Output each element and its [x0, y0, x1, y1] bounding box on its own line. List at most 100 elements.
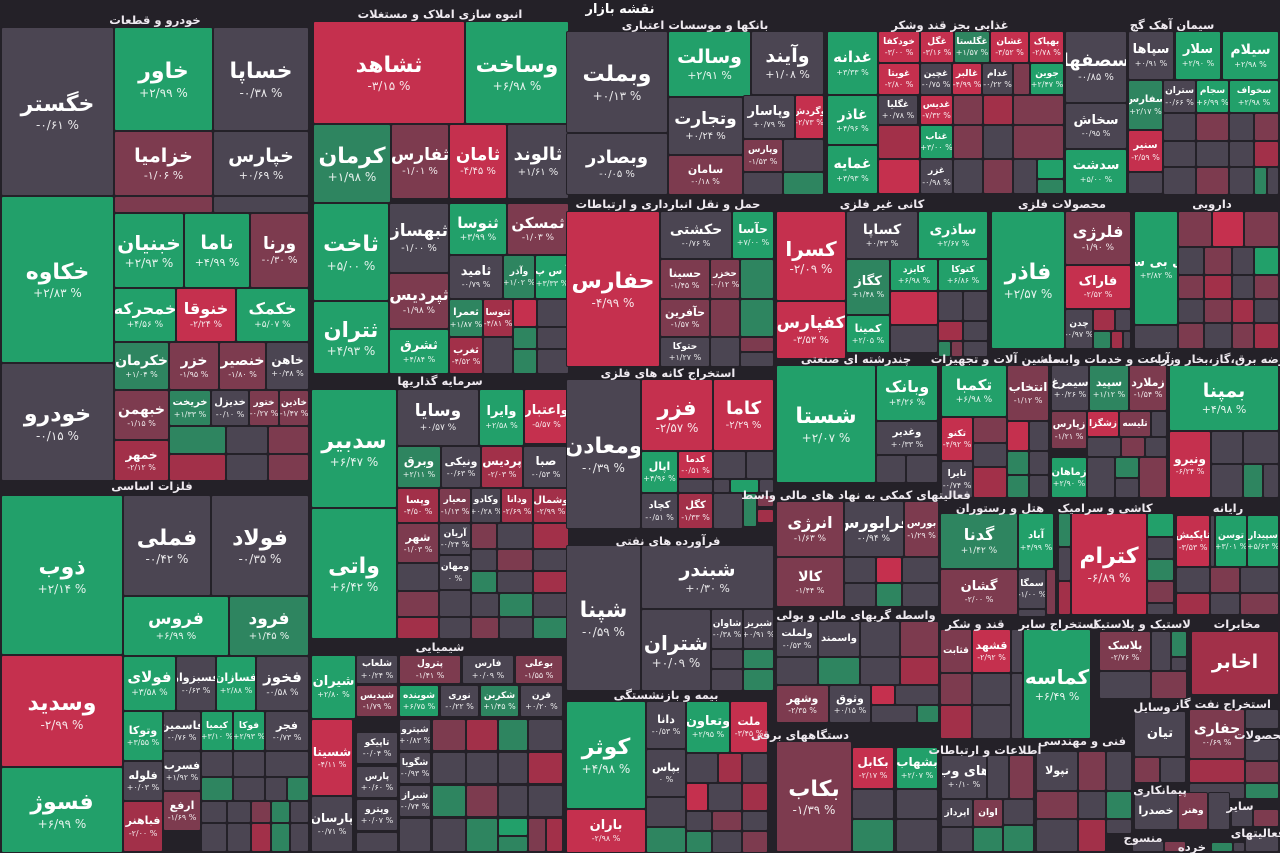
- tile-small[interactable]: [1116, 310, 1130, 330]
- tile-small[interactable]: [499, 720, 527, 750]
- tile-ستران[interactable]: ستران -۰/۶۶ %: [1164, 81, 1195, 112]
- tile-کتوکا[interactable]: کتوکا +۶/۸۶ %: [939, 260, 987, 290]
- tile-کماسه[interactable]: کماسه +۶/۴۹ %: [1024, 630, 1090, 738]
- tile-small[interactable]: [1014, 96, 1063, 124]
- tile-small[interactable]: [1116, 458, 1138, 477]
- tile-خریخت[interactable]: خریخت +۱/۳۳ %: [170, 391, 210, 425]
- tile-زملارد[interactable]: زملارد -۱/۵۴ %: [1130, 366, 1166, 410]
- tile-small[interactable]: [1211, 516, 1214, 566]
- tile-خمهر[interactable]: خمهر -۲/۱۲ %: [115, 441, 168, 480]
- tile-فارس[interactable]: فارس +۰/۰۹ %: [463, 656, 513, 683]
- tile-small[interactable]: [845, 558, 875, 582]
- tile-پارسان[interactable]: پارسان -۰/۷۱ %: [312, 797, 352, 851]
- tile-small[interactable]: [484, 338, 512, 373]
- tile-خودرو[interactable]: خودرو -۰/۱۵ %: [2, 364, 113, 480]
- tile-small[interactable]: [1179, 248, 1203, 274]
- tile-ثامان[interactable]: ثامان -۴/۴۵ %: [450, 125, 506, 198]
- tile-توسن[interactable]: توسن +۳/۰۱ %: [1216, 516, 1246, 566]
- tile-تیان[interactable]: تیان: [1135, 712, 1185, 756]
- tile-کاما[interactable]: کاما -۲/۲۹ %: [714, 380, 773, 450]
- tile-small[interactable]: [1255, 142, 1278, 166]
- tile-small[interactable]: [1148, 604, 1173, 614]
- tile-small[interactable]: [942, 828, 972, 851]
- tile-تکمبا[interactable]: تکمبا +۶/۹۸ %: [942, 366, 1006, 416]
- tile-کمینا[interactable]: کمینا +۲/۰۵ %: [847, 316, 889, 352]
- tile-small[interactable]: [1030, 476, 1048, 497]
- tile-small[interactable]: [499, 837, 527, 851]
- tile-وتوکا[interactable]: وتوکا +۳/۵۵ %: [124, 712, 162, 760]
- tile-small[interactable]: [939, 342, 950, 356]
- tile-small[interactable]: [1010, 756, 1033, 798]
- tile-small[interactable]: [1205, 276, 1231, 298]
- tile-گدنا[interactable]: گدنا +۱/۴۲ %: [941, 514, 1017, 568]
- tile-غگلیا[interactable]: غگلیا +۰/۷۸ %: [879, 96, 917, 124]
- tile-small[interactable]: [1246, 784, 1278, 798]
- tile-small[interactable]: [897, 820, 937, 851]
- tile-small[interactable]: [1037, 820, 1077, 851]
- tile-small[interactable]: [266, 778, 286, 800]
- tile-small[interactable]: [1255, 114, 1278, 140]
- tile-ملت[interactable]: ملت -۳/۴۵ %: [731, 702, 767, 752]
- tile-small[interactable]: [877, 456, 905, 482]
- tile-small[interactable]: [1245, 212, 1278, 246]
- tile-جوین[interactable]: جوین +۲/۴۷ %: [1031, 64, 1063, 94]
- tile-small[interactable]: [897, 790, 937, 818]
- tile-small[interactable]: [687, 754, 717, 782]
- tile-small[interactable]: [534, 524, 568, 548]
- tile-تایرا[interactable]: تایرا -۰/۷۴ %: [942, 462, 972, 497]
- tile-ونیرو[interactable]: ونیرو -۶/۲۴ %: [1170, 432, 1210, 497]
- tile-small[interactable]: [1179, 324, 1203, 348]
- tile-small[interactable]: [1012, 674, 1022, 738]
- tile-small[interactable]: [711, 300, 739, 336]
- tile-سپید[interactable]: سپید +۱/۱۲ %: [1090, 366, 1128, 410]
- tile-small[interactable]: [1047, 570, 1055, 614]
- tile-زپارس[interactable]: زپارس -۱/۲۱ %: [1052, 412, 1086, 448]
- tile-small[interactable]: [472, 550, 496, 570]
- tile-غشان[interactable]: غشان -۳/۵۲ %: [991, 32, 1028, 62]
- tile-small[interactable]: [499, 819, 527, 835]
- tile-small[interactable]: [467, 753, 497, 783]
- tile-خگستر[interactable]: خگستر -۰/۶۱ %: [2, 28, 113, 195]
- tile-small[interactable]: [202, 802, 226, 822]
- tile-وآذر[interactable]: وآذر +۱/۰۲ %: [504, 256, 534, 298]
- tile-small[interactable]: [467, 786, 497, 816]
- tile-small[interactable]: [872, 686, 894, 704]
- tile-small[interactable]: [687, 784, 707, 810]
- tile-بشهاب[interactable]: بشهاب +۲/۰۷ %: [897, 748, 937, 788]
- tile-انتخاب[interactable]: انتخاب -۱/۱۲ %: [1008, 366, 1048, 420]
- tile-small[interactable]: [1146, 438, 1166, 456]
- tile-small[interactable]: [744, 494, 756, 526]
- tile-حآفرین[interactable]: حآفرین -۱/۵۷ %: [661, 300, 709, 336]
- tile-small[interactable]: [534, 572, 568, 592]
- tile-وآیند[interactable]: وآیند +۱/۰۸ %: [752, 32, 823, 94]
- tile-غناب[interactable]: غناب +۳/۰۰ %: [921, 126, 952, 158]
- tile-ساذری[interactable]: ساذری +۲/۶۷ %: [919, 212, 987, 258]
- tile-small[interactable]: [879, 160, 919, 193]
- tile-small[interactable]: [1230, 142, 1253, 166]
- tile-فلرژی[interactable]: فلرژی -۱/۹۰ %: [1066, 212, 1130, 264]
- tile-small[interactable]: [711, 338, 739, 366]
- tile-small[interactable]: [440, 618, 470, 638]
- tile-کالا[interactable]: کالا -۱/۴۴ %: [777, 558, 843, 606]
- tile-حتوکا[interactable]: حتوکا +۱/۲۷ %: [661, 338, 709, 366]
- tile-small[interactable]: [269, 455, 308, 480]
- tile-شستا[interactable]: شستا +۲/۰۷ %: [777, 366, 875, 482]
- tile-small[interactable]: [500, 594, 532, 616]
- tile-ذوب[interactable]: ذوب +۲/۱۴ %: [2, 496, 122, 654]
- tile-سدشت[interactable]: سدشت +۵/۰۰ %: [1066, 150, 1126, 193]
- tile-کگاز[interactable]: کگاز +۱/۴۸ %: [847, 260, 889, 314]
- tile-غالبر[interactable]: غالبر -۴/۹۹ %: [953, 64, 981, 94]
- tile-small[interactable]: [758, 496, 773, 506]
- tile-small[interactable]: [472, 524, 496, 548]
- tile-small[interactable]: [1177, 568, 1209, 592]
- tile-ناما[interactable]: ناما +۴/۹۹ %: [185, 214, 249, 287]
- tile-small[interactable]: [288, 778, 308, 800]
- tile-خصدرا[interactable]: خصدرا: [1135, 793, 1177, 829]
- tile-small[interactable]: [252, 802, 270, 822]
- tile-پترول[interactable]: پترول -۱/۴۱ %: [400, 656, 460, 683]
- tile-شوینده[interactable]: شوینده +۶/۷۵ %: [400, 686, 438, 716]
- tile-small[interactable]: [819, 658, 859, 684]
- tile-small[interactable]: [291, 802, 308, 822]
- tile-فروس[interactable]: فروس +۶/۹۹ %: [124, 597, 228, 655]
- tile-نوری[interactable]: نوری -۰/۲۲ %: [441, 686, 478, 716]
